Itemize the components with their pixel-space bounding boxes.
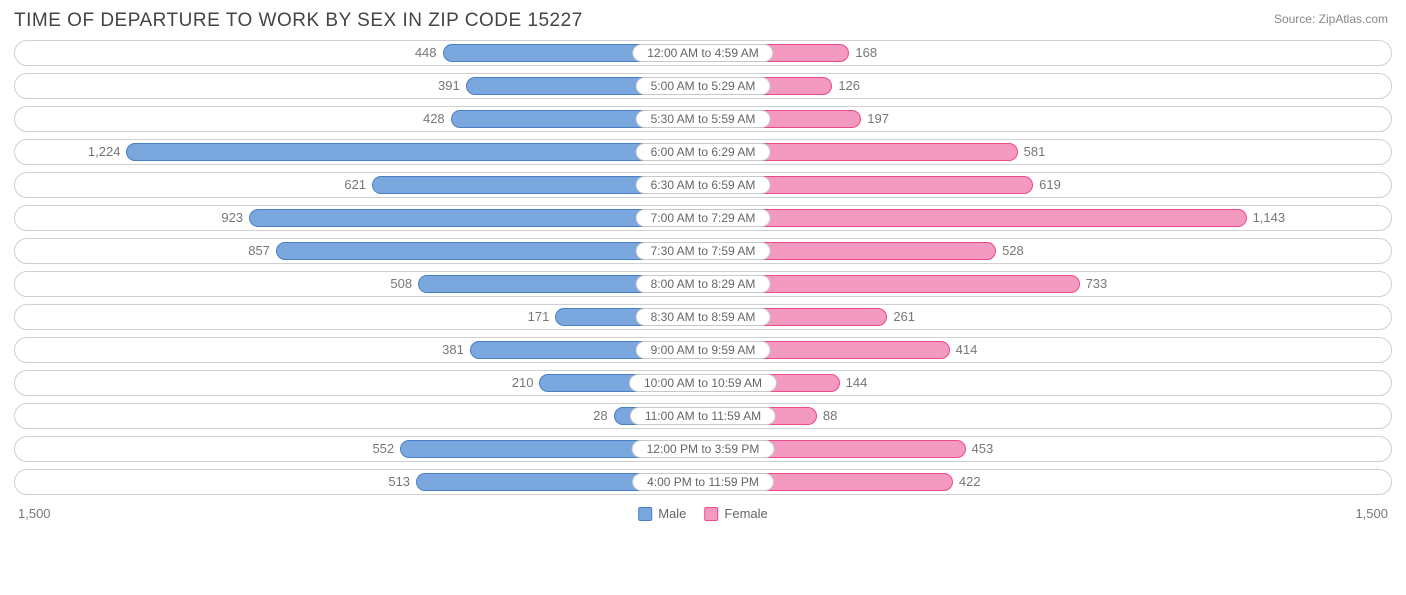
category-pill: 7:00 AM to 7:29 AM <box>636 209 771 227</box>
female-value-label: 528 <box>1002 239 1024 263</box>
chart-row: 391 126 5:00 AM to 5:29 AM <box>14 73 1392 99</box>
male-value-label: 391 <box>438 74 460 98</box>
male-value-label: 428 <box>423 107 445 131</box>
chart-row: 513 422 4:00 PM to 11:59 PM <box>14 469 1392 495</box>
category-pill: 9:00 AM to 9:59 AM <box>636 341 771 359</box>
category-pill: 7:30 AM to 7:59 AM <box>636 242 771 260</box>
female-value-label: 144 <box>846 371 868 395</box>
male-value-label: 923 <box>221 206 243 230</box>
female-value-label: 1,143 <box>1253 206 1286 230</box>
legend-male: Male <box>638 506 686 521</box>
female-value-label: 581 <box>1024 140 1046 164</box>
category-pill: 8:30 AM to 8:59 AM <box>636 308 771 326</box>
legend-female-label: Female <box>724 506 767 521</box>
legend: Male Female <box>638 506 768 521</box>
male-value-label: 381 <box>442 338 464 362</box>
category-pill: 6:00 AM to 6:29 AM <box>636 143 771 161</box>
female-value-label: 453 <box>972 437 994 461</box>
diverging-bar-chart: 448 168 12:00 AM to 4:59 AM 391 126 5:00 AM t… <box>0 40 1406 495</box>
category-pill: 5:30 AM to 5:59 AM <box>636 110 771 128</box>
axis-max-right: 1,500 <box>1355 506 1388 521</box>
female-value-label: 197 <box>867 107 889 131</box>
male-value-label: 448 <box>415 41 437 65</box>
female-value-label: 619 <box>1039 173 1061 197</box>
female-value-label: 422 <box>959 470 981 494</box>
chart-row: 28 88 11:00 AM to 11:59 AM <box>14 403 1392 429</box>
male-value-label: 171 <box>528 305 550 329</box>
category-pill: 12:00 AM to 4:59 AM <box>632 44 773 62</box>
chart-row: 210 144 10:00 AM to 10:59 AM <box>14 370 1392 396</box>
female-bar <box>703 209 1247 227</box>
chart-row: 171 261 8:30 AM to 8:59 AM <box>14 304 1392 330</box>
male-bar <box>126 143 703 161</box>
source-attribution: Source: ZipAtlas.com <box>1274 12 1388 26</box>
chart-row: 923 1,143 7:00 AM to 7:29 AM <box>14 205 1392 231</box>
female-swatch-icon <box>704 507 718 521</box>
category-pill: 8:00 AM to 8:29 AM <box>636 275 771 293</box>
chart-row: 857 528 7:30 AM to 7:59 AM <box>14 238 1392 264</box>
legend-female: Female <box>704 506 767 521</box>
category-pill: 5:00 AM to 5:29 AM <box>636 77 771 95</box>
female-value-label: 168 <box>855 41 877 65</box>
chart-row: 1,224 581 6:00 AM to 6:29 AM <box>14 139 1392 165</box>
chart-footer: 1,500 Male Female 1,500 <box>0 502 1406 536</box>
chart-row: 381 414 9:00 AM to 9:59 AM <box>14 337 1392 363</box>
male-value-label: 857 <box>248 239 270 263</box>
chart-title: TIME OF DEPARTURE TO WORK BY SEX IN ZIP … <box>0 0 1406 40</box>
female-value-label: 88 <box>823 404 837 428</box>
category-pill: 11:00 AM to 11:59 AM <box>630 407 776 425</box>
axis-max-left: 1,500 <box>18 506 51 521</box>
male-value-label: 210 <box>512 371 534 395</box>
female-value-label: 414 <box>956 338 978 362</box>
male-value-label: 28 <box>593 404 607 428</box>
legend-male-label: Male <box>658 506 686 521</box>
male-value-label: 508 <box>390 272 412 296</box>
male-value-label: 552 <box>372 437 394 461</box>
male-swatch-icon <box>638 507 652 521</box>
female-value-label: 261 <box>893 305 915 329</box>
male-value-label: 621 <box>344 173 366 197</box>
category-pill: 6:30 AM to 6:59 AM <box>636 176 771 194</box>
male-value-label: 1,224 <box>88 140 121 164</box>
category-pill: 12:00 PM to 3:59 PM <box>632 440 775 458</box>
category-pill: 4:00 PM to 11:59 PM <box>632 473 774 491</box>
chart-row: 508 733 8:00 AM to 8:29 AM <box>14 271 1392 297</box>
male-value-label: 513 <box>388 470 410 494</box>
female-value-label: 126 <box>838 74 860 98</box>
category-pill: 10:00 AM to 10:59 AM <box>629 374 777 392</box>
female-value-label: 733 <box>1086 272 1108 296</box>
chart-row: 428 197 5:30 AM to 5:59 AM <box>14 106 1392 132</box>
chart-row: 621 619 6:30 AM to 6:59 AM <box>14 172 1392 198</box>
chart-row: 448 168 12:00 AM to 4:59 AM <box>14 40 1392 66</box>
chart-row: 552 453 12:00 PM to 3:59 PM <box>14 436 1392 462</box>
